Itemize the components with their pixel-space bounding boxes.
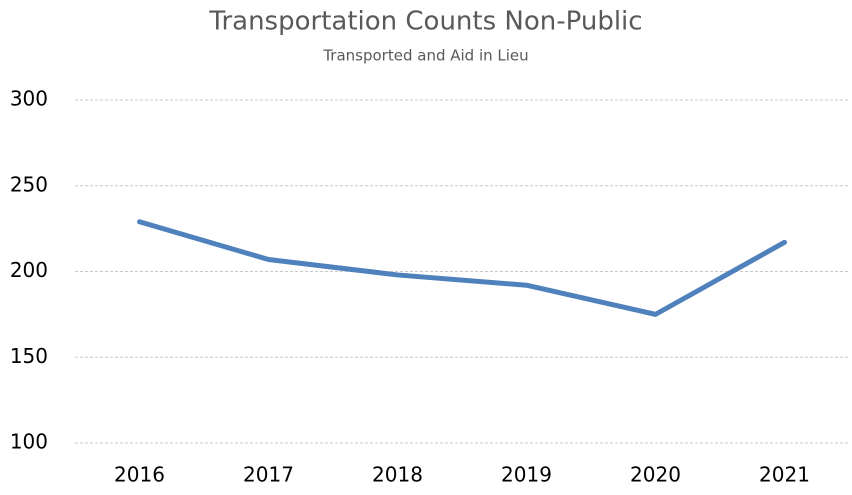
y-tick-label: 100 [10, 430, 48, 454]
chart-title: Transportation Counts Non-Public [208, 7, 642, 37]
x-tick-label: 2021 [759, 463, 810, 487]
x-tick-label: 2019 [501, 463, 552, 487]
y-tick-label: 250 [10, 172, 48, 196]
chart-subtitle: Transported and Aid in Lieu [322, 47, 528, 65]
x-tick-label: 2017 [243, 463, 294, 487]
y-tick-label: 150 [10, 344, 48, 368]
y-tick-label: 300 [10, 87, 48, 111]
y-tick-label: 200 [10, 258, 48, 282]
data-line [137, 219, 787, 317]
x-tick-label: 2020 [630, 463, 681, 487]
x-tick-label: 2018 [372, 463, 423, 487]
x-tick-label: 2016 [114, 463, 165, 487]
